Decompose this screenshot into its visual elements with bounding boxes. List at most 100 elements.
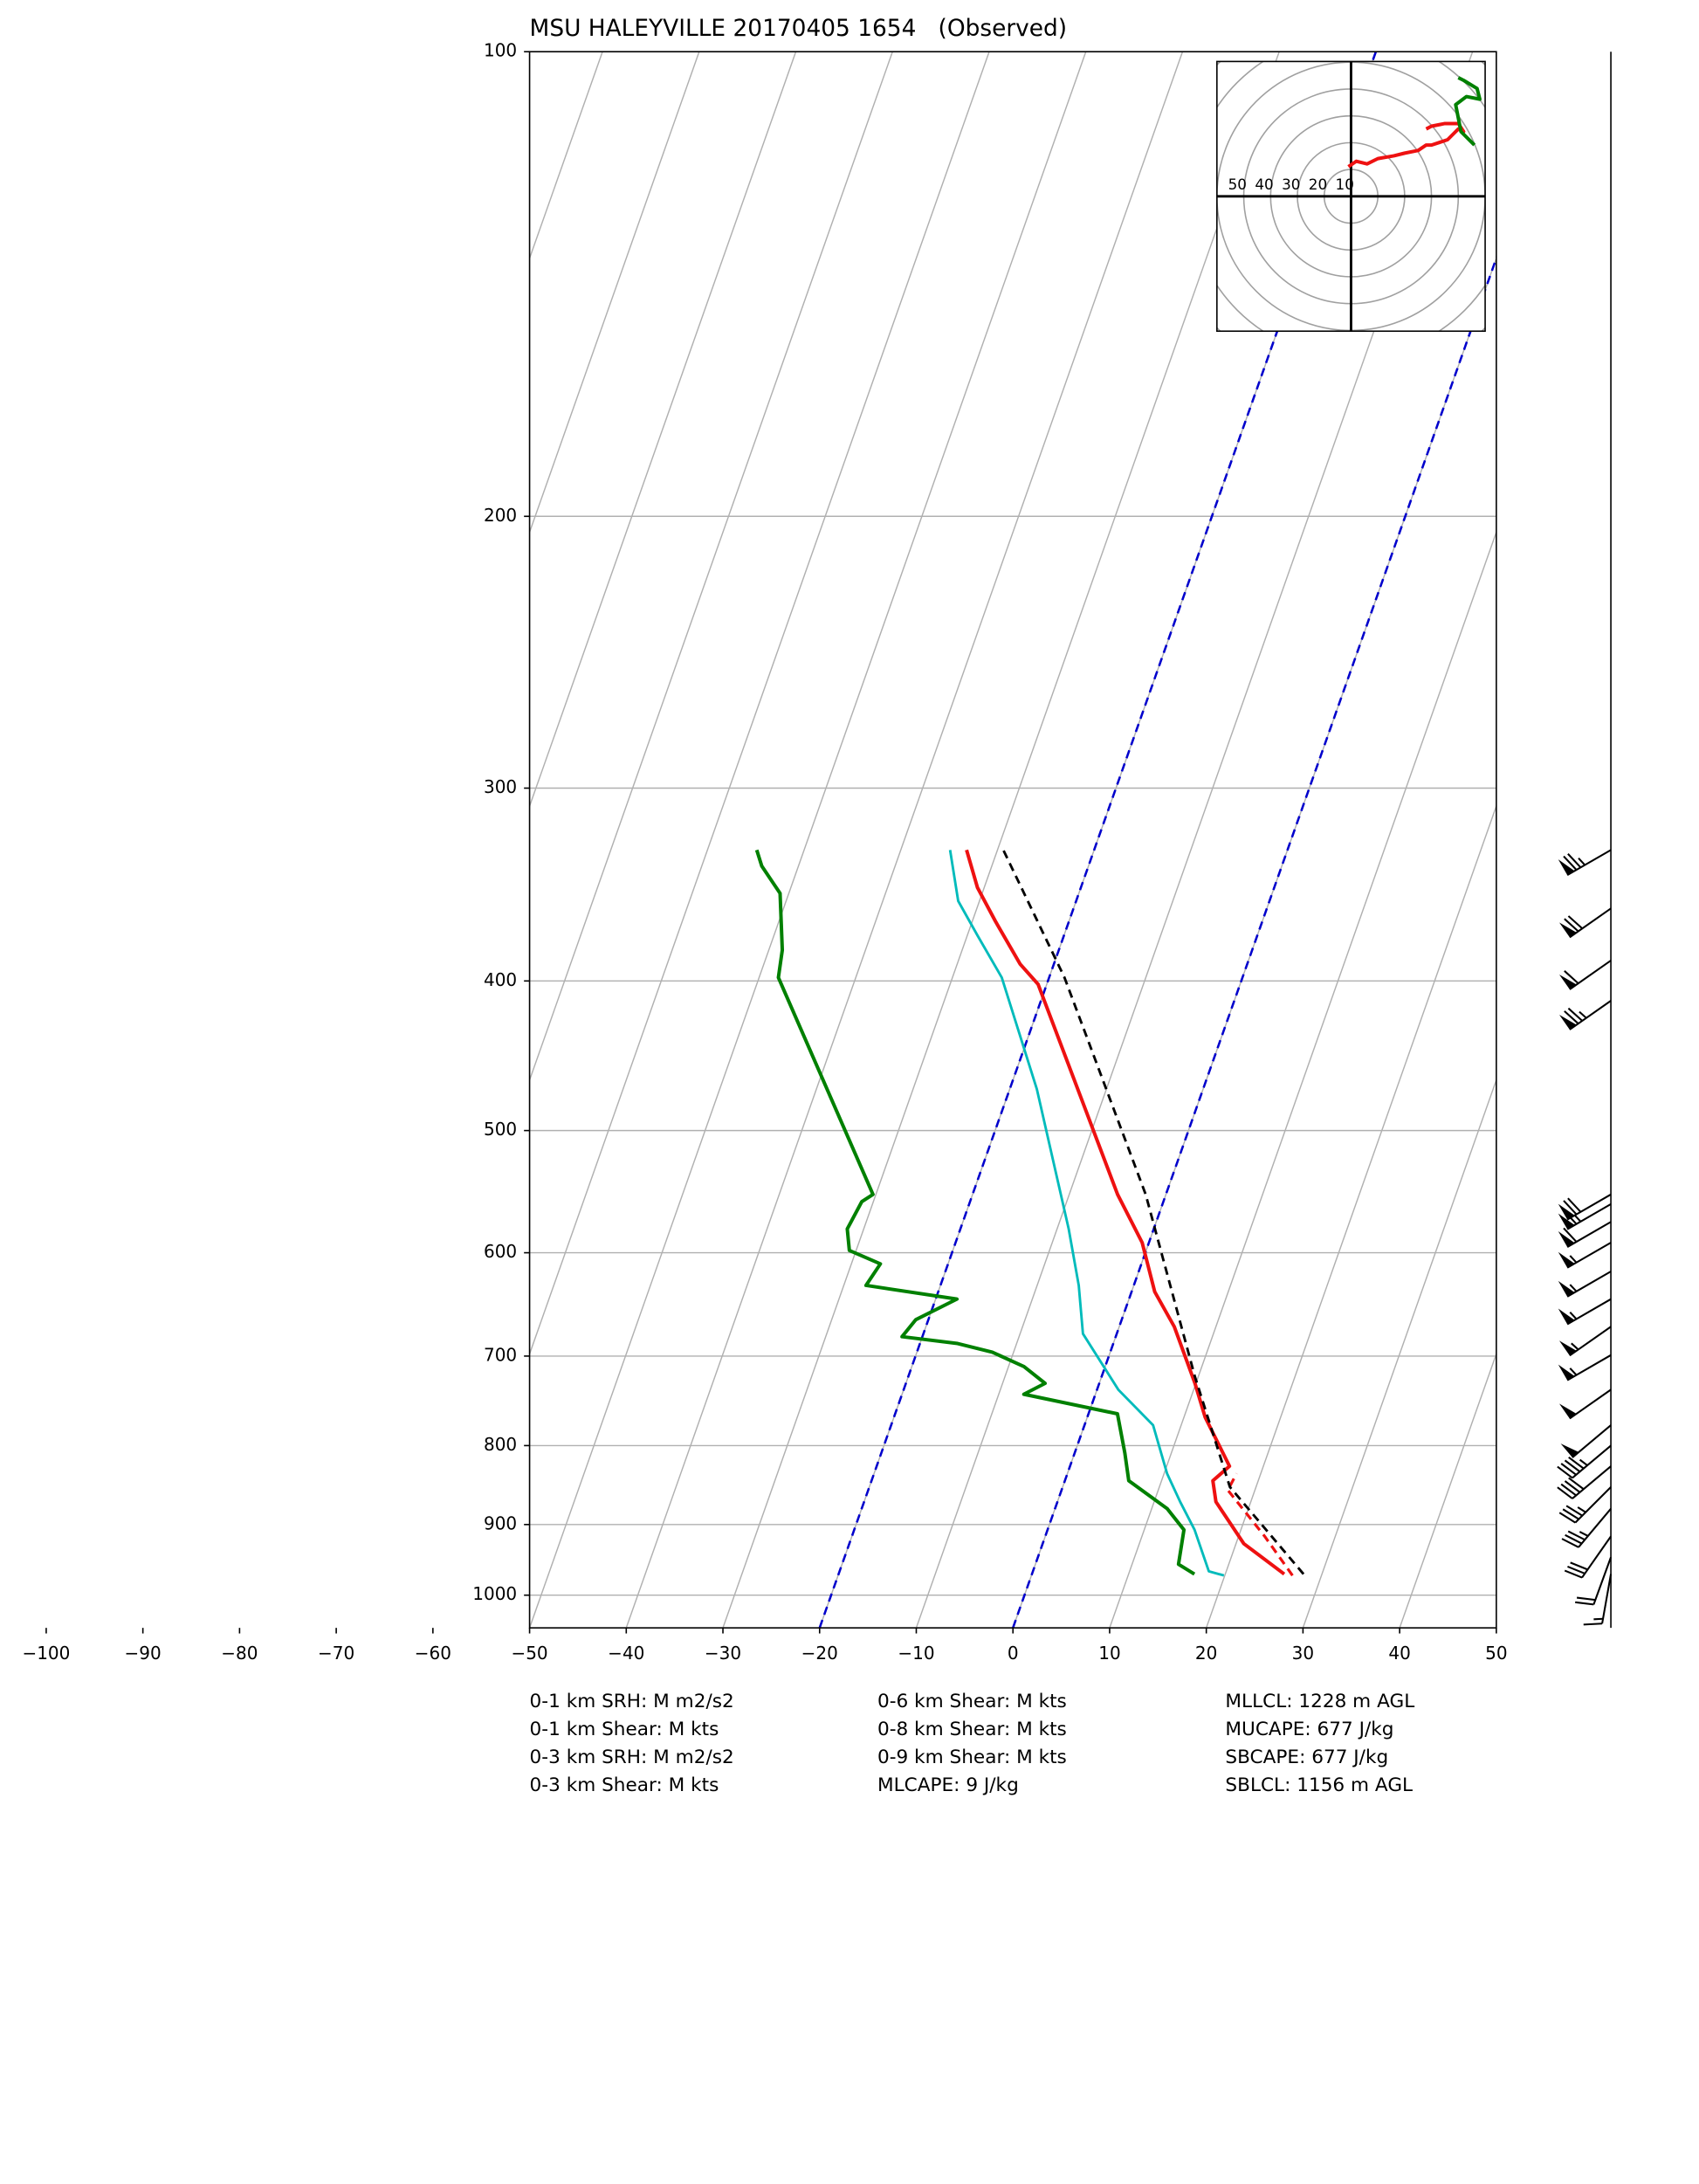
barb-shaft <box>1578 1508 1612 1548</box>
hodograph-ring-label: 10 <box>1336 176 1354 193</box>
isotherm-grid-line <box>1302 1078 1496 1629</box>
barb-shaft <box>1581 1535 1612 1579</box>
annotations: −100 −90 −80 −70 −60 −50 −40 −30 −20 −10 0 10 20 30 40… <box>22 40 1507 1796</box>
y-tick-label: 500 <box>484 1119 517 1140</box>
barb-full <box>1567 1530 1586 1541</box>
barb-pennant <box>1558 1015 1577 1030</box>
y-tick-label: 600 <box>484 1241 517 1262</box>
x-tick-label: −80 <box>221 1643 258 1664</box>
barb-shaft <box>1601 1574 1613 1624</box>
stat-text: SBLCL: 1156 m AGL <box>1225 1774 1413 1796</box>
isotherm-grid-line <box>625 52 1184 1629</box>
barb-full <box>1583 1622 1603 1626</box>
wind-barb <box>1561 1508 1612 1548</box>
wind-barb <box>1557 1465 1612 1499</box>
hodograph-ring-label: 30 <box>1282 176 1300 193</box>
barb-full <box>1563 855 1578 871</box>
barb-pennant <box>1558 1231 1575 1248</box>
barb-full <box>1575 1601 1594 1606</box>
x-tick-label: −60 <box>415 1643 451 1664</box>
barb-shaft <box>1566 1221 1612 1248</box>
y-tick-label: 200 <box>484 505 517 526</box>
barb-half <box>1573 1214 1582 1223</box>
y-tick-label: 400 <box>484 969 517 990</box>
barb-full <box>1564 1459 1581 1473</box>
hodograph-trace <box>1347 121 1466 169</box>
barb-shaft <box>1572 1465 1612 1499</box>
stat-text: SBCAPE: 677 J/kg <box>1225 1747 1388 1768</box>
x-tick-label: 40 <box>1388 1643 1410 1664</box>
barb-pennant <box>1560 1443 1579 1458</box>
barb-full <box>1567 915 1583 930</box>
barb-pennant <box>1558 1213 1575 1230</box>
barb-full <box>1568 1477 1585 1491</box>
barb-full <box>1576 1596 1596 1602</box>
barb-half <box>1569 1311 1578 1320</box>
sounding-profile <box>948 850 1225 1577</box>
barb-pennant <box>1558 1308 1575 1325</box>
hodograph-trace <box>1454 76 1482 147</box>
wind-barb <box>1564 1535 1612 1579</box>
wind-barb <box>1558 907 1612 939</box>
x-tick-label: −30 <box>705 1643 741 1664</box>
barb-half <box>1569 1284 1578 1292</box>
barb-pennant <box>1558 1403 1577 1419</box>
barb-shaft <box>1569 1000 1612 1030</box>
barb-full <box>1564 918 1579 933</box>
barb-full <box>1563 1209 1578 1225</box>
barb-shaft <box>1569 1326 1612 1357</box>
wind-barb <box>1558 960 1612 990</box>
wind-barb <box>1560 1424 1612 1458</box>
barb-half <box>1593 1617 1604 1621</box>
barb-half <box>1579 1010 1587 1019</box>
barb-full <box>1565 1533 1583 1545</box>
stat-text: 0-3 km SRH: M m2/s2 <box>530 1747 734 1768</box>
x-tick-label: −20 <box>801 1643 838 1664</box>
stat-text: 0-6 km Shear: M kts <box>877 1691 1067 1712</box>
isotherm-grid-line <box>1109 530 1496 1629</box>
stat-text: MUCAPE: 677 J/kg <box>1225 1719 1393 1740</box>
barb-shaft <box>1572 1444 1612 1479</box>
barb-full <box>1568 1456 1585 1470</box>
barb-full <box>1560 1463 1577 1476</box>
stat-text: 0-8 km Shear: M kts <box>877 1719 1067 1740</box>
x-tick-label: −90 <box>125 1643 162 1664</box>
hodograph-frame <box>1216 60 1486 333</box>
isotherm-grid-line <box>529 52 797 809</box>
wind-barb <box>1583 1574 1613 1626</box>
barb-full <box>1558 1512 1576 1524</box>
barb-full <box>1564 1569 1583 1579</box>
wind-barb <box>1558 1271 1612 1298</box>
wind-barb <box>1575 1556 1613 1606</box>
barb-pennant <box>1558 1340 1577 1356</box>
x-tick-label: 0 <box>1008 1643 1019 1664</box>
barb-full <box>1567 1197 1582 1213</box>
hodograph-ring-label: 40 <box>1255 176 1273 193</box>
wind-barb <box>1558 1202 1612 1230</box>
x-tick-label: 30 <box>1292 1643 1314 1664</box>
barb-shaft <box>1574 1486 1612 1524</box>
x-tick-label: −70 <box>318 1643 354 1664</box>
hodograph-ring-label: 20 <box>1309 176 1327 193</box>
x-tick-label: 50 <box>1485 1643 1507 1664</box>
barb-half <box>1571 1342 1579 1351</box>
x-tick-label: −10 <box>898 1643 934 1664</box>
barb-half <box>1569 1368 1578 1376</box>
y-tick-label: 900 <box>484 1512 517 1533</box>
isotherm-grid-line <box>722 52 1280 1629</box>
barb-full <box>1565 1505 1583 1517</box>
barb-shaft <box>1566 1242 1612 1269</box>
wind-barb <box>1558 849 1612 877</box>
barb-pennant <box>1558 1280 1575 1297</box>
barb-half <box>1578 858 1586 866</box>
barb-half <box>1579 1458 1588 1466</box>
barb-full <box>1563 1227 1578 1243</box>
y-tick-label: 300 <box>484 776 517 797</box>
x-tick-label: −50 <box>511 1643 547 1664</box>
wind-barb <box>1558 1326 1612 1357</box>
barb-pennant <box>1558 1251 1575 1268</box>
x-tick-label: 10 <box>1098 1643 1120 1664</box>
barb-full <box>1563 1200 1578 1216</box>
